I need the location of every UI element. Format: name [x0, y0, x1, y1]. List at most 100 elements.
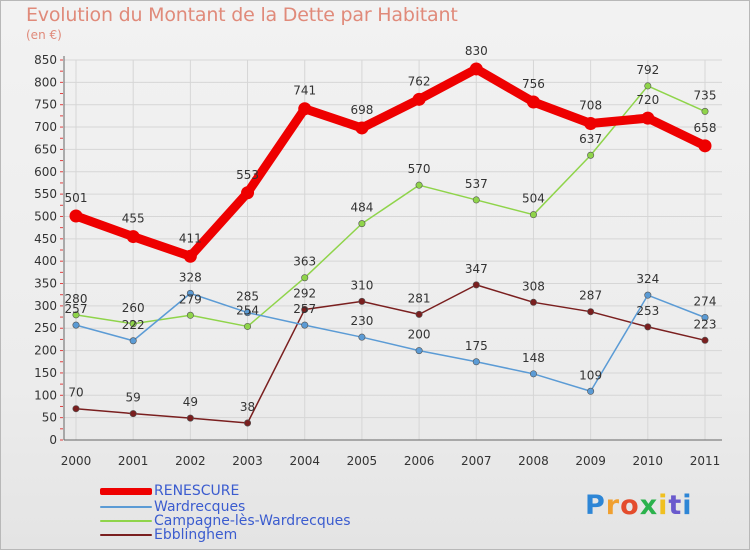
- data-point: [644, 82, 652, 90]
- data-label: 49: [183, 395, 198, 409]
- x-tick-label: 2007: [461, 454, 492, 468]
- y-tick-label: 650: [34, 142, 57, 156]
- data-point: [244, 322, 252, 330]
- axes: 0 50 100 150 200 250 300 350 400 450 500 550 600 650 7…: [34, 53, 722, 468]
- data-point: [72, 405, 80, 413]
- series-line-3: [75, 284, 706, 424]
- grid-lines: [64, 59, 722, 441]
- data-label: 741: [293, 84, 316, 98]
- data-point: [529, 211, 537, 219]
- data-label: 223: [694, 317, 717, 331]
- x-tick-label: 2010: [633, 454, 664, 468]
- data-label: 762: [408, 74, 431, 88]
- data-point: [641, 111, 655, 125]
- data-point: [415, 310, 423, 318]
- data-point: [355, 121, 369, 135]
- data-label: 274: [694, 295, 717, 309]
- legend-label-ebblinghem: Ebblinghem: [154, 527, 238, 543]
- y-tick-label: 700: [34, 120, 57, 134]
- data-point: [301, 274, 309, 282]
- y-tick-label: 450: [34, 232, 57, 246]
- data-label: 257: [293, 302, 316, 316]
- y-tick-label: 350: [34, 277, 57, 291]
- chart-subtitle: (en €): [26, 28, 62, 42]
- data-label: 363: [293, 255, 316, 269]
- data-point: [587, 151, 595, 159]
- y-tick-label: 600: [34, 165, 57, 179]
- data-label: 484: [350, 201, 373, 215]
- data-point: [587, 308, 595, 316]
- data-label: 59: [126, 391, 141, 405]
- data-point: [415, 347, 423, 355]
- data-label: 260: [122, 301, 145, 315]
- data-label: 148: [522, 351, 545, 365]
- data-label: 285: [236, 290, 259, 304]
- data-label: 308: [522, 279, 545, 293]
- data-label: 257: [65, 302, 88, 316]
- data-point: [701, 314, 709, 322]
- legend-swatch-campagne: [100, 520, 152, 522]
- data-label: 324: [636, 272, 659, 286]
- y-tick-label: 550: [34, 187, 57, 201]
- x-tick-label: 2005: [347, 454, 378, 468]
- data-label: 537: [465, 177, 488, 191]
- data-label: 287: [579, 289, 602, 303]
- data-point: [526, 95, 540, 109]
- data-point: [358, 220, 366, 228]
- data-label: 70: [68, 386, 83, 400]
- data-point: [358, 297, 366, 305]
- data-point: [244, 309, 252, 317]
- data-point: [129, 337, 137, 345]
- data-point: [698, 139, 712, 153]
- data-label: 411: [179, 231, 202, 245]
- y-tick-label: 100: [34, 388, 57, 402]
- legend-item-campagne: Campagne-lès-Wardrecques: [100, 513, 420, 529]
- data-label: 756: [522, 77, 545, 91]
- data-label: 280: [65, 292, 88, 306]
- data-label: 254: [236, 303, 259, 317]
- data-label: 230: [350, 314, 373, 328]
- y-tick-label: 750: [34, 98, 57, 112]
- data-point: [472, 358, 480, 366]
- data-label: 328: [179, 270, 202, 284]
- y-tick-label: 300: [34, 299, 57, 313]
- x-tick-label: 2003: [232, 454, 263, 468]
- data-label: 175: [465, 339, 488, 353]
- data-label: 347: [465, 262, 488, 276]
- data-point: [186, 311, 194, 319]
- legend-item-wardrecques: Wardrecques: [100, 499, 420, 515]
- legend-label-wardrecques: Wardrecques: [154, 499, 246, 515]
- data-point: [358, 333, 366, 341]
- data-point: [472, 281, 480, 289]
- data-point: [415, 181, 423, 189]
- data-label: 200: [408, 328, 431, 342]
- data-label: 501: [65, 191, 88, 205]
- x-tick-label: 2001: [118, 454, 149, 468]
- data-point: [529, 298, 537, 306]
- y-tick-label: 0: [49, 433, 57, 447]
- data-point: [126, 230, 140, 244]
- series-line-2: [75, 85, 706, 328]
- data-point: [529, 370, 537, 378]
- data-point: [584, 116, 598, 130]
- data-point: [186, 414, 194, 422]
- data-point: [129, 320, 137, 328]
- legend-swatch-renescure: [100, 488, 152, 495]
- x-tick-label: 2004: [289, 454, 320, 468]
- data-label: 222: [122, 318, 145, 332]
- data-point: [72, 321, 80, 329]
- data-label: 455: [122, 212, 145, 226]
- legend-item-renescure: RENESCURE: [100, 483, 420, 499]
- data-label: 292: [293, 286, 316, 300]
- data-label: 637: [579, 132, 602, 146]
- y-tick-label: 150: [34, 366, 57, 380]
- chart-title: Evolution du Montant de la Dette par Hab…: [26, 4, 458, 26]
- data-point: [469, 62, 483, 76]
- data-point: [701, 107, 709, 115]
- y-tick-label: 800: [34, 75, 57, 89]
- data-label: 830: [465, 44, 488, 58]
- legend-label-renescure: RENESCURE: [154, 483, 240, 499]
- data-label: 698: [350, 103, 373, 117]
